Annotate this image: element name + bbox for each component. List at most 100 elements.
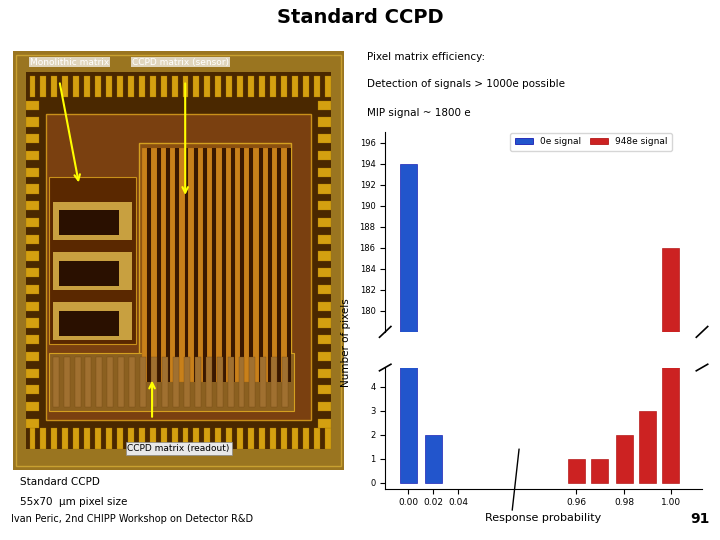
Bar [53,252,132,290]
Bar [268,147,272,382]
Bar [183,76,189,97]
Bar [161,147,166,382]
Bar [277,147,282,382]
Bar [244,147,249,382]
Bar [171,76,178,97]
Bar [142,147,148,382]
Bar [128,428,134,449]
Bar [53,302,132,340]
Bar [151,357,157,407]
Bar [318,335,331,345]
Bar [26,335,40,345]
Bar [73,76,79,97]
Text: CCPD matrix (sensor): CCPD matrix (sensor) [132,58,229,66]
Bar [318,402,331,411]
Bar [161,76,166,97]
Bar [203,147,207,382]
Bar [26,251,40,261]
Bar [318,100,331,110]
Text: Pixel matrix efficiency:: Pixel matrix efficiency: [367,52,485,63]
Bar [51,428,58,449]
Bar [46,114,311,420]
Text: Ivan Peric, 2nd CHIPP Workshop on Detector R&D: Ivan Peric, 2nd CHIPP Workshop on Detect… [11,514,253,524]
Bar [318,368,331,378]
Bar [139,428,145,449]
Bar [26,418,40,428]
Bar [194,147,198,382]
Bar [204,76,210,97]
Bar [662,248,680,540]
Bar [179,147,184,382]
Bar [26,402,40,411]
Bar [292,428,298,449]
Bar [318,318,331,327]
Bar [26,201,40,211]
Bar [318,301,331,310]
Bar [318,385,331,394]
Bar [238,357,245,407]
Bar [59,310,119,336]
Bar [184,147,189,382]
Bar [287,147,290,382]
Bar [400,164,417,540]
Bar [139,76,145,97]
Text: 91: 91 [690,512,709,526]
Bar [53,202,132,240]
Bar [318,201,331,211]
Bar [63,76,68,97]
Legend: 0e signal, 948e signal: 0e signal, 948e signal [510,133,672,151]
Bar [591,458,608,483]
Bar [318,285,331,294]
Bar [616,435,633,483]
Bar [240,147,244,382]
Bar [150,76,156,97]
Bar [26,385,40,394]
X-axis label: Response probability: Response probability [485,513,602,523]
Bar [235,147,240,382]
Bar [194,428,199,449]
Bar [237,76,243,97]
Bar [26,301,40,310]
Bar [26,234,40,244]
Bar [59,210,119,235]
Bar [166,147,170,382]
Text: Standard CCPD: Standard CCPD [276,8,444,27]
Bar [282,357,288,407]
Bar [194,76,199,97]
Bar [249,357,256,407]
Text: Number of pixels: Number of pixels [341,298,351,387]
Bar [150,428,156,449]
Bar [51,76,58,97]
Bar [318,268,331,278]
Bar [40,428,46,449]
Bar [117,428,123,449]
Bar [26,268,40,278]
Text: 55x70  μm pixel size: 55x70 μm pixel size [19,497,127,507]
Bar [95,428,101,449]
Bar [118,357,125,407]
Bar [95,76,101,97]
Bar [318,117,331,127]
Bar [263,147,268,382]
Bar [84,428,90,449]
Bar [226,428,233,449]
Bar [157,147,161,382]
Bar [231,147,235,382]
Bar [639,411,656,483]
Text: Detection of signals > 1000e possible: Detection of signals > 1000e possible [367,79,565,89]
Bar [318,218,331,227]
Bar [30,76,35,97]
Bar [26,117,40,127]
Bar [292,76,298,97]
Bar [206,357,212,407]
Bar [75,357,81,407]
Bar [204,428,210,449]
Bar [128,76,134,97]
Bar [26,151,40,160]
Bar [318,167,331,177]
Bar [662,363,680,483]
Bar [248,428,254,449]
Bar [318,134,331,143]
Bar [259,428,265,449]
Bar [271,357,277,407]
